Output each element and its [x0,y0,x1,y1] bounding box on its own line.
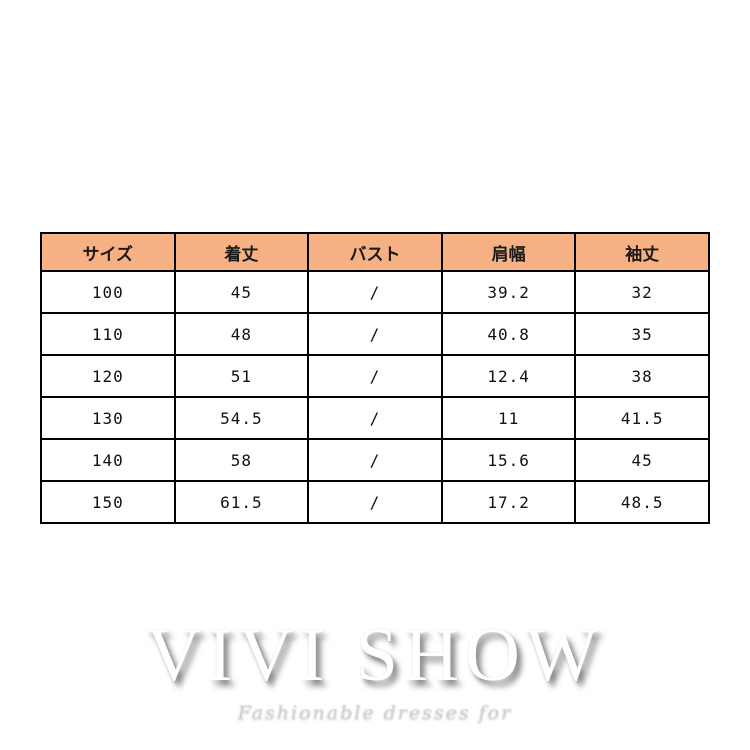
table-cell: 45 [173,270,310,314]
table-cell: 32 [574,270,710,314]
table-cell: 140 [40,438,176,482]
table-cell: 51 [173,354,310,398]
table-cell: 110 [40,312,176,356]
table-cell: 15.6 [440,438,577,482]
size-table: サイズ 着丈 バスト 肩幅 袖丈 100 45/39.2 32 110 48/40.8 35 120… [40,232,710,524]
table-cell: 48.5 [574,480,710,524]
table-cell: 35 [574,312,710,356]
table-cell: 58 [173,438,310,482]
table-cell: 120 [40,354,176,398]
column-header-2: バスト [307,232,443,272]
table-row: 120 51/12.4 38 [40,354,710,398]
table-row: 140 58/15.6 45 [40,438,710,482]
table-row: 130 54.5/11 41.5 [40,396,710,440]
table-header-row: サイズ 着丈 バスト 肩幅 袖丈 [40,232,710,272]
table-cell: / [307,312,443,356]
table-row: 110 48/40.8 35 [40,312,710,356]
column-header-3: 肩幅 [440,232,577,272]
table-cell: 40.8 [440,312,577,356]
table-cell: 48 [173,312,310,356]
size-table-head: サイズ 着丈 バスト 肩幅 袖丈 [40,232,710,272]
brand-tagline: Fashionable dresses for [237,702,513,724]
table-cell: 100 [40,270,176,314]
table-cell: 45 [574,438,710,482]
table-cell: / [307,438,443,482]
table-cell: 41.5 [574,396,710,440]
table-row: 150 61.5/17.2 48.5 [40,480,710,524]
table-cell: 61.5 [173,480,310,524]
column-header-0: サイズ [40,232,176,272]
table-row: 100 45/39.2 32 [40,270,710,314]
table-cell: / [307,270,443,314]
table-cell: 38 [574,354,710,398]
table-cell: 130 [40,396,176,440]
table-cell: / [307,480,443,524]
table-cell: 39.2 [440,270,577,314]
table-cell: / [307,354,443,398]
column-header-1: 着丈 [173,232,310,272]
column-header-4: 袖丈 [574,232,710,272]
table-cell: 150 [40,480,176,524]
table-cell: 12.4 [440,354,577,398]
size-table-body: 100 45/39.2 32 110 48/40.8 35 120 51/12.4 38 130 5… [40,270,710,524]
table-cell: 54.5 [173,396,310,440]
brand-logo: VIVI SHOW [146,613,604,697]
table-cell: 17.2 [440,480,577,524]
table-cell: 11 [440,396,577,440]
table-cell: / [307,396,443,440]
